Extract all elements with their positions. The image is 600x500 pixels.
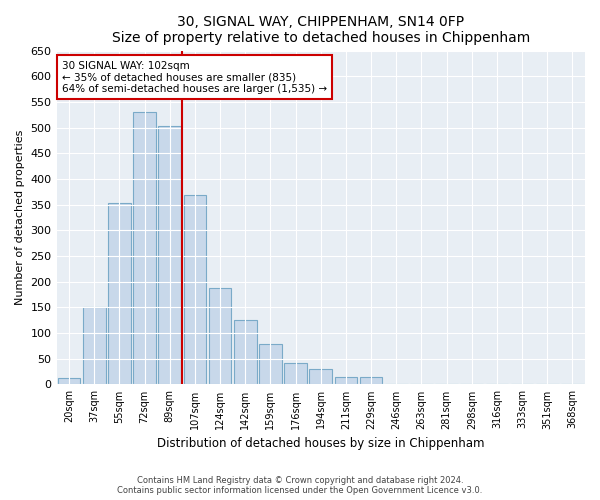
Y-axis label: Number of detached properties: Number of detached properties [15, 130, 25, 305]
Bar [184, 196, 206, 384]
Text: Contains HM Land Registry data © Crown copyright and database right 2024.
Contai: Contains HM Land Registry data © Crown c… [118, 476, 482, 495]
Bar [158, 126, 181, 384]
Bar [310, 369, 332, 384]
Bar [360, 377, 382, 384]
Bar [133, 112, 156, 384]
Bar [209, 288, 232, 384]
Bar [234, 320, 257, 384]
X-axis label: Distribution of detached houses by size in Chippenham: Distribution of detached houses by size … [157, 437, 485, 450]
Bar [284, 363, 307, 384]
Bar [108, 203, 131, 384]
Bar [58, 378, 80, 384]
Text: 30 SIGNAL WAY: 102sqm
← 35% of detached houses are smaller (835)
64% of semi-det: 30 SIGNAL WAY: 102sqm ← 35% of detached … [62, 60, 327, 94]
Bar [83, 308, 106, 384]
Bar [335, 377, 357, 384]
Bar [259, 344, 282, 385]
Title: 30, SIGNAL WAY, CHIPPENHAM, SN14 0FP
Size of property relative to detached house: 30, SIGNAL WAY, CHIPPENHAM, SN14 0FP Siz… [112, 15, 530, 45]
